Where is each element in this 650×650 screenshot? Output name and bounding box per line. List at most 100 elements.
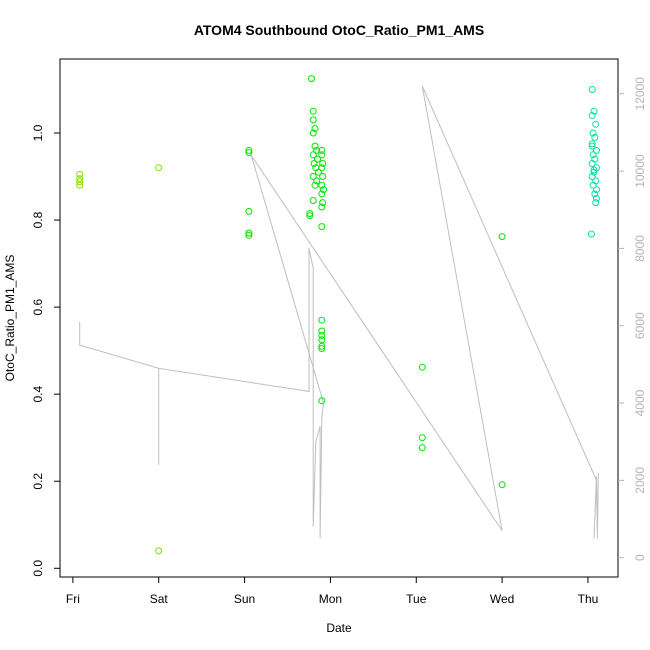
data-point [593,186,600,194]
data-point [498,233,506,241]
data-point [319,173,327,180]
y-left-tick-label: 0.4 [31,386,45,403]
data-point [306,212,314,220]
data-point [588,112,596,120]
data-point [318,151,326,159]
y-right-tick-label: 6000 [633,312,647,339]
data-point [311,142,319,150]
data-point [309,129,317,137]
data-point [245,146,253,154]
data-point [76,170,84,178]
line-series [79,85,599,539]
x-axis: Fri Sat Sun Mon Tue Wed Thu [66,577,598,606]
plot-frame [59,58,619,578]
data-point [587,230,595,238]
data-point [76,178,84,186]
data-point [309,116,317,124]
data-point [76,181,84,189]
data-point [314,155,321,163]
data-point [593,146,600,154]
data-point [588,140,596,148]
data-point [318,164,326,172]
x-tick-label: Mon [319,592,342,606]
data-point [588,160,596,167]
y-right-tick-label: 12000 [633,77,647,111]
x-axis-label: Date [326,621,352,635]
data-point [588,86,596,93]
y-left-tick-label: 1.0 [31,124,45,141]
y-axis-label: OtoC_Ratio_PM1_AMS [3,255,17,382]
data-point [589,129,597,137]
data-point [318,181,326,189]
x-tick-label: Fri [66,592,80,606]
data-point [498,481,506,489]
chart-title: ATOM4 Southbound OtoC_Ratio_PM1_AMS [194,22,484,38]
y-left-tick-label: 0.2 [31,473,45,490]
data-point [308,75,315,83]
data-point [314,168,322,176]
data-point [590,107,598,115]
data-point [318,397,326,405]
y-left-tick-label: 0.8 [31,211,45,228]
data-point [310,160,318,167]
x-tick-label: Thu [578,592,599,606]
data-point [593,194,600,202]
y-left-tick-label: 0.0 [31,560,45,577]
y-right-tick-label: 10000 [633,154,647,188]
data-point [313,177,321,185]
data-point [590,168,598,176]
data-point [155,547,163,555]
data-point [245,207,253,215]
data-point [318,316,326,324]
data-point [318,146,326,154]
data-point [318,345,326,352]
y-axis-right: 0 2000 4000 6000 8000 10000 12000 [618,77,647,561]
y-right-tick-label: 2000 [633,467,647,494]
data-point [589,181,597,189]
data-point [320,186,327,194]
y-axis-left: 0.0 0.2 0.4 0.6 0.8 1.0 [31,124,60,577]
data-point [155,164,163,172]
data-point [592,199,600,207]
data-point [418,434,426,442]
data-point [318,327,326,335]
y-right-tick-label: 4000 [633,389,647,416]
data-point [591,133,599,141]
y-right-tick-label: 0 [633,554,647,561]
data-point [311,181,319,189]
data-point [309,107,317,115]
x-tick-label: Tue [406,592,427,606]
data-point [245,149,253,157]
x-tick-label: Sat [150,592,169,606]
data-point [590,166,598,174]
data-point [319,160,327,167]
data-point [306,210,314,217]
data-point [309,197,317,204]
data-point [313,146,321,154]
data-point [318,336,326,344]
data-point [318,342,326,350]
data-point [319,199,327,207]
data-point [318,331,326,339]
data-point [318,203,326,211]
data-point [318,190,326,198]
data-point [311,125,319,133]
data-point [418,444,426,452]
x-tick-label: Wed [490,592,514,606]
data-point [245,229,253,237]
data-point [309,151,317,159]
data-point [589,151,597,159]
y-left-tick-label: 0.6 [31,298,45,315]
scatter-series [76,75,600,555]
data-point [592,120,600,128]
x-tick-label: Sun [234,592,255,606]
count-line [79,85,599,539]
data-point [309,173,317,180]
data-point [418,363,426,371]
data-point [591,190,599,198]
y-right-tick-label: 8000 [633,235,647,262]
data-point [588,173,596,180]
data-point [318,223,326,231]
data-point [588,142,596,150]
